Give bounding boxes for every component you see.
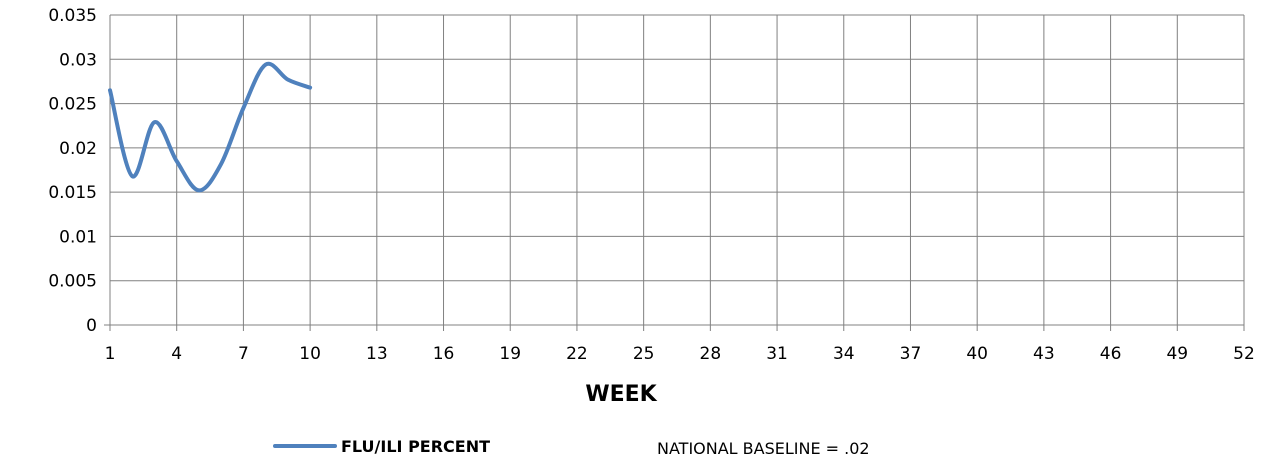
- y-tick-label: 0.01: [59, 227, 97, 247]
- y-tick-label: 0.015: [48, 183, 97, 203]
- x-tick-label: 37: [900, 344, 922, 364]
- y-tick-label: 0: [86, 316, 97, 336]
- x-tick-label: 31: [766, 344, 788, 364]
- x-tick-label: 28: [700, 344, 722, 364]
- x-tick-label: 40: [966, 344, 988, 364]
- y-tick-label: 0.02: [59, 139, 97, 159]
- y-tick-label: 0.03: [59, 50, 97, 70]
- x-tick-label: 13: [366, 344, 388, 364]
- x-tick-label: 16: [433, 344, 455, 364]
- y-axis-ticks: 0 0.005 0.01 0.015 0.02 0.025 0.03 0.035: [48, 6, 97, 336]
- x-tick-label: 43: [1033, 344, 1055, 364]
- x-tick-label: 10: [299, 344, 321, 364]
- legend-label: FLU/ILI PERCENT: [341, 437, 490, 456]
- legend: FLU/ILI PERCENT: [273, 437, 490, 456]
- x-tick-label: 46: [1100, 344, 1122, 364]
- x-tick-label: 25: [633, 344, 655, 364]
- x-tick-label: 52: [1233, 344, 1255, 364]
- x-axis-ticks: 1 4 7 10 13 16 19 22 25 28 31 34 37 40 43 46 49 52: [105, 344, 1255, 364]
- series-layer: [108, 61, 313, 193]
- y-tick-label: 0.035: [48, 6, 97, 26]
- y-tick-label: 0.005: [48, 272, 97, 292]
- x-tick-label: 4: [171, 344, 182, 364]
- x-tick-label: 34: [833, 344, 855, 364]
- grid-lines: [104, 14, 1245, 331]
- x-tick-label: 19: [499, 344, 521, 364]
- x-tick-label: 49: [1166, 344, 1188, 364]
- x-tick-label: 22: [566, 344, 588, 364]
- series-line: [108, 61, 313, 193]
- baseline-note: NATIONAL BASELINE = .02: [657, 439, 870, 458]
- x-tick-label: 7: [238, 344, 249, 364]
- y-tick-label: 0.025: [48, 95, 97, 115]
- x-tick-label: 1: [105, 344, 116, 364]
- x-axis-title: WEEK: [585, 382, 657, 407]
